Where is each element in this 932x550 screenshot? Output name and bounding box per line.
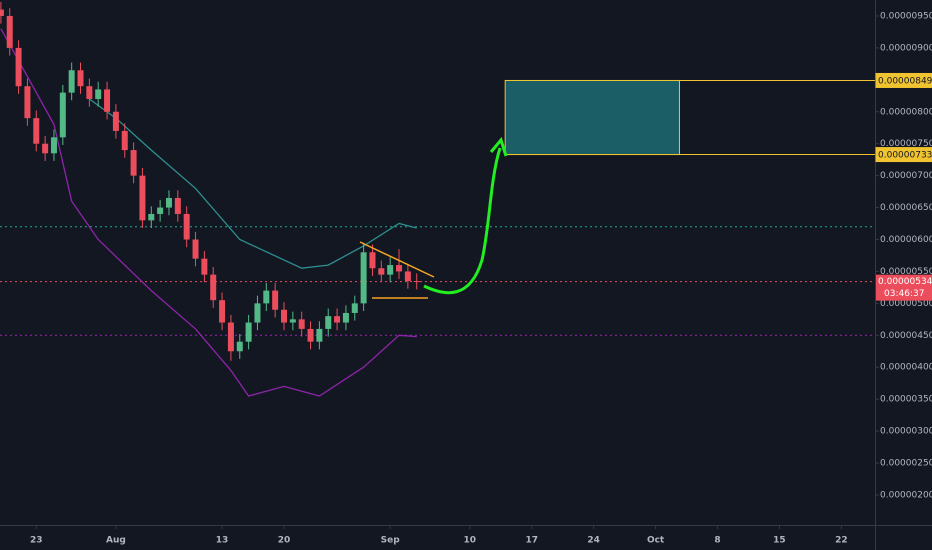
candle-body: [165, 197, 172, 208]
candle-body: [0, 9, 4, 16]
candle-body: [289, 319, 296, 323]
candle-body: [15, 47, 22, 87]
candle-body: [6, 15, 13, 48]
candle-body: [86, 86, 93, 99]
y-tick-label: 0.00000250: [880, 459, 932, 469]
price-tag-label: 0.00000849: [878, 76, 932, 86]
x-tick-label: 15: [773, 536, 786, 546]
candle-body: [148, 213, 155, 221]
x-tick-label: 22: [835, 536, 848, 546]
candle-body: [157, 207, 164, 214]
candle-body: [77, 70, 84, 87]
x-tick-label: Oct: [647, 536, 665, 546]
candle-body: [210, 274, 217, 301]
y-tick-label: 0.00000800: [880, 107, 932, 117]
candle-body: [245, 322, 252, 342]
candle-body: [413, 281, 420, 283]
band-line: [89, 98, 417, 269]
candle-body: [396, 265, 403, 272]
candle-body: [33, 118, 40, 144]
candle-body: [263, 290, 270, 304]
y-tick-label: 0.00000600: [880, 235, 932, 245]
candle-body: [174, 197, 181, 214]
price-tag: [875, 147, 932, 163]
candle-body: [342, 312, 349, 323]
y-tick-label: 0.00000750: [880, 139, 932, 149]
candle-body: [95, 89, 102, 99]
x-tick-label: 23: [30, 536, 43, 546]
candle-body: [387, 265, 394, 275]
candle-body: [104, 89, 111, 112]
candle-body: [183, 213, 190, 240]
y-tick-label: 0.00000650: [880, 203, 932, 213]
x-tick-label: 8: [714, 536, 720, 546]
candle-body: [254, 303, 261, 323]
current-price-label: 0.00000534: [878, 277, 932, 287]
candle-body: [227, 322, 234, 352]
x-tick-label: Sep: [381, 536, 401, 546]
candle-body: [50, 137, 57, 154]
price-tag: [875, 72, 932, 88]
candle-body: [316, 328, 323, 342]
candle-body: [139, 175, 146, 221]
candle-body: [307, 328, 314, 342]
x-tick-label: 17: [525, 536, 538, 546]
y-tick-label: 0.00000950: [880, 11, 932, 21]
y-tick-label: 0.00000200: [880, 490, 932, 500]
y-tick-label: 0.00000550: [880, 267, 932, 277]
candle-body: [369, 252, 376, 269]
candle-body: [68, 70, 75, 93]
candle-body: [351, 303, 358, 313]
candle-body: [219, 300, 226, 323]
candle-body: [24, 86, 31, 119]
candle-body: [280, 309, 287, 323]
x-tick-label: 13: [216, 536, 229, 546]
candle-body: [236, 341, 243, 352]
forecast-arrow: [423, 147, 502, 295]
y-tick-label: 0.00000300: [880, 427, 932, 437]
y-tick-label: 0.00000900: [880, 43, 932, 53]
forecast-arrow-head: [489, 136, 508, 157]
y-tick-label: 0.00000400: [880, 363, 932, 373]
x-tick-label: 10: [464, 536, 477, 546]
candle-body: [360, 252, 367, 304]
countdown: 03:46:37: [884, 289, 924, 299]
candle-body: [325, 316, 332, 329]
x-tick-label: 20: [278, 536, 291, 546]
axes: 0.000009500.000009000.000008500.00000800…: [30, 11, 932, 546]
band-line: [0, 28, 417, 397]
target-box: [504, 79, 680, 156]
candle-body: [334, 316, 341, 323]
price-tag-label: 0.00000733: [878, 151, 932, 161]
candle-body: [201, 258, 208, 275]
candle-body: [404, 271, 411, 282]
candle-body: [130, 150, 137, 176]
y-tick-label: 0.00000500: [880, 299, 932, 309]
candle-body: [112, 111, 119, 131]
candle-body: [298, 319, 305, 329]
x-tick-label: 24: [587, 536, 600, 546]
y-tick-label: 0.00000350: [880, 395, 932, 405]
candle-body: [42, 143, 49, 154]
candle-body: [272, 290, 279, 310]
plot-area: [0, 1, 875, 397]
y-tick-label: 0.00000450: [880, 331, 932, 341]
candle-body: [378, 268, 385, 275]
y-tick-label: 0.00000700: [880, 171, 932, 181]
x-tick-label: Aug: [106, 536, 126, 546]
triangle-pattern: [359, 241, 435, 299]
candle-body: [121, 130, 128, 151]
candle-body: [192, 239, 199, 259]
candle-body: [59, 92, 66, 138]
current-price-tag: [876, 274, 932, 301]
